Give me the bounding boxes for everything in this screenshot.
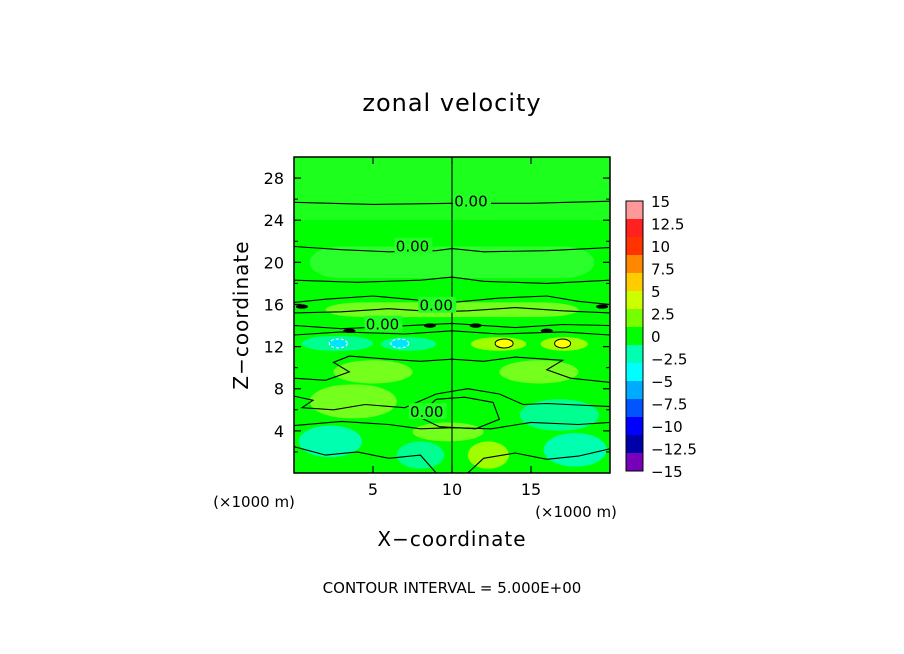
- colorbar-label: −2.5: [651, 351, 687, 369]
- y-tick-label: 24: [264, 211, 284, 230]
- contour-label: 0.00: [396, 238, 429, 256]
- colorbar-label: −12.5: [651, 441, 697, 459]
- velocity-patch: [298, 425, 362, 458]
- x-tick-label: 10: [442, 480, 462, 499]
- colorbar-swatch: [626, 327, 643, 346]
- contour-label-background: [394, 237, 433, 254]
- y-axis-label: Z−coordinate: [229, 240, 253, 389]
- contour-blob: [343, 328, 356, 333]
- contour-blob: [295, 304, 308, 309]
- x-tick-label: 5: [368, 480, 378, 499]
- velocity-patch: [309, 384, 397, 419]
- contour-blob: [423, 323, 436, 328]
- contour-label: 0.00: [366, 316, 399, 334]
- colorbar-swatch: [626, 237, 643, 256]
- positive-extreme: [494, 338, 514, 349]
- colorbar-swatch: [626, 381, 643, 400]
- colorbar-label: 0: [651, 328, 661, 346]
- contour-line: [467, 448, 610, 473]
- contour-blob: [469, 323, 482, 328]
- contour-label-background: [452, 192, 491, 209]
- x-axis-label: X−coordinate: [377, 527, 526, 551]
- contour-line: [294, 245, 610, 253]
- colorbar-swatch: [626, 399, 643, 418]
- y-tick-label: 16: [264, 295, 284, 314]
- colorbar-frame: [625, 200, 644, 472]
- positive-extreme: [554, 338, 572, 349]
- colorbar-swatch: [626, 273, 643, 292]
- colorbar-label: −10: [651, 418, 683, 436]
- contour-label: 0.00: [454, 192, 487, 210]
- x-axis: 5 10 15: [368, 157, 541, 499]
- y-tick-label: 8: [274, 380, 284, 399]
- colorbar-swatch: [626, 435, 643, 454]
- contour-line: [416, 396, 501, 430]
- colorbar-label: 2.5: [651, 306, 675, 324]
- y-tick-label: 28: [264, 169, 284, 188]
- y-tick-label: 4: [274, 422, 284, 441]
- contour-interval-note: CONTOUR INTERVAL = 5.000E+00: [323, 579, 582, 597]
- contour-labels: 0.00 0.00 0.00 0.00 0.00: [364, 192, 491, 421]
- contour-blob: [540, 328, 553, 333]
- colorbar-label: 5: [651, 283, 661, 301]
- y-tick-label: 20: [264, 253, 284, 272]
- colorbar-swatch: [626, 363, 643, 382]
- colorbar-swatch: [626, 345, 643, 364]
- chart-title: zonal velocity: [362, 89, 541, 117]
- colorbar-swatch: [626, 201, 643, 220]
- plot-area: 0.00 0.00 0.00 0.00 0.00 4 8 12 16 20 24 28 5 10 15: [264, 156, 611, 499]
- y-axis: 4 8 12 16 20 24 28: [264, 169, 610, 453]
- y-tick-label: 12: [264, 338, 284, 357]
- x-unit-left: (×1000 m): [213, 493, 295, 511]
- colorbar-swatch: [626, 417, 643, 436]
- velocity-patch: [412, 422, 484, 442]
- colorbar-label: −7.5: [651, 396, 687, 414]
- contour-line: [294, 446, 437, 473]
- colorbar-swatch: [626, 453, 643, 472]
- x-tick-label: 15: [521, 480, 541, 499]
- colorbar-label: −15: [651, 463, 683, 481]
- colorbar-swatch: [626, 291, 643, 310]
- velocity-patch: [333, 360, 413, 384]
- velocity-patch: [543, 432, 607, 467]
- contour-label-background: [408, 403, 447, 420]
- velocity-patch: [467, 441, 509, 469]
- colorbar-swatch: [626, 219, 643, 238]
- contour-blob: [596, 304, 609, 309]
- colorbar-swatch: [626, 309, 643, 328]
- contour-line: [294, 355, 610, 383]
- colorbar-label: 7.5: [651, 261, 675, 279]
- velocity-patch: [499, 360, 579, 384]
- contour-label-background: [364, 315, 403, 332]
- contour-label: 0.00: [410, 403, 443, 421]
- x-unit-right: (×1000 m): [535, 503, 617, 521]
- colorbar-swatch: [626, 255, 643, 274]
- contour-label: 0.00: [419, 297, 452, 315]
- contour-line: [294, 388, 610, 411]
- contour-label-background: [418, 296, 457, 313]
- colorbar-label: 15: [651, 193, 670, 211]
- negative-extreme: [390, 338, 410, 349]
- colorbar: 15 12.5 10 7.5 5 2.5 0 −2.5 −5 −7.5 −10 −12.5 −15: [625, 193, 697, 481]
- negative-extreme: [328, 338, 348, 349]
- colorbar-label: 12.5: [651, 216, 684, 234]
- colorbar-label: −5: [651, 373, 673, 391]
- colorbar-label: 10: [651, 238, 670, 256]
